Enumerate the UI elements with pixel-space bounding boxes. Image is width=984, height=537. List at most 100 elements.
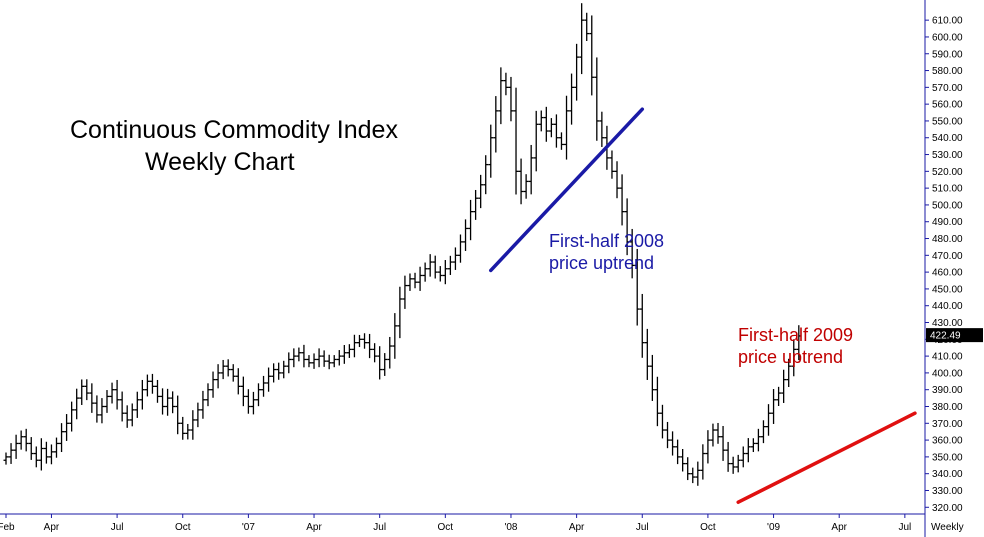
price-bar (149, 373, 155, 394)
y-tick-label: 380.00 (932, 402, 963, 413)
price-bar (639, 293, 645, 358)
x-tick-label: Jul (373, 522, 386, 533)
price-bar (195, 402, 201, 428)
price-bar (518, 158, 524, 205)
price-bar (175, 395, 181, 435)
price-bar (483, 155, 489, 195)
price-bar (493, 96, 499, 153)
annotation-2008-line1: First-half 2008 (549, 231, 665, 251)
y-tick-label: 400.00 (932, 368, 963, 379)
period-label: Weekly (931, 522, 964, 533)
price-bar (33, 446, 39, 468)
y-tick-label: 490.00 (932, 217, 963, 228)
price-bar (245, 389, 251, 414)
price-bar (346, 344, 352, 358)
price-bar (735, 454, 741, 473)
price-bar (579, 3, 585, 75)
y-tick-label: 350.00 (932, 452, 963, 463)
price-bar (18, 430, 24, 450)
price-bar (498, 67, 504, 125)
price-bar (755, 428, 761, 452)
price-bar (412, 272, 418, 289)
price-bar (629, 228, 635, 279)
x-tick-label: Oct (175, 522, 191, 533)
price-bar (255, 383, 261, 407)
plot-background (0, 0, 925, 514)
x-tick-label: Oct (438, 522, 454, 533)
price-bar (533, 110, 539, 172)
x-tick-label: Feb (0, 522, 15, 533)
price-bar (649, 354, 655, 401)
price-bar (745, 438, 751, 463)
price-bar (210, 371, 216, 398)
price-bar (543, 106, 549, 142)
y-tick-label: 600.00 (932, 32, 963, 43)
price-bar (200, 390, 206, 419)
price-bar (508, 76, 514, 122)
price-bar (205, 383, 211, 407)
price-bar (705, 430, 711, 464)
y-tick-label: 360.00 (932, 436, 963, 447)
price-bar (771, 389, 777, 424)
price-bar (215, 364, 221, 389)
price-bar (624, 198, 630, 256)
price-bar (240, 376, 246, 407)
last-price-marker (926, 328, 983, 343)
price-bar (730, 456, 736, 474)
price-bar (619, 174, 625, 226)
price-bar (427, 254, 433, 277)
price-bar (367, 333, 373, 359)
trendline-2008 (489, 107, 645, 273)
price-bar (432, 255, 438, 279)
price-bar (670, 431, 676, 456)
y-tick-label: 450.00 (932, 284, 963, 295)
price-bar (185, 423, 191, 440)
x-tick-label: Apr (569, 522, 585, 533)
price-bar (144, 374, 150, 397)
price-bar (362, 333, 368, 349)
price-bar (271, 363, 277, 383)
y-tick-label: 370.00 (932, 419, 963, 430)
price-bars (3, 3, 802, 486)
y-tick-label: 550.00 (932, 116, 963, 127)
price-bar (316, 348, 322, 368)
price-bar (488, 124, 494, 178)
price-bar (685, 457, 691, 481)
price-bar (392, 313, 398, 359)
price-bar (473, 189, 479, 220)
price-bar (503, 72, 509, 96)
annotation-2009-line2: price uptrend (738, 347, 844, 367)
price-bar (447, 255, 453, 275)
price-bar (422, 262, 428, 282)
price-bar (341, 345, 347, 364)
price-bar (28, 437, 34, 460)
price-bar (109, 382, 115, 404)
price-bar (690, 467, 696, 484)
price-bar (53, 437, 59, 458)
price-bar (69, 401, 75, 432)
y-tick-label: 500.00 (932, 200, 963, 211)
price-bar (38, 438, 44, 471)
y-tick-label: 430.00 (932, 318, 963, 329)
price-bar (170, 391, 176, 414)
price-bar (523, 174, 529, 199)
x-tick-label: Jul (111, 522, 124, 533)
x-tick-label: Apr (306, 522, 322, 533)
price-bar (659, 404, 665, 439)
chart-title-line2: Weekly Chart (145, 148, 295, 176)
chart-title-line1: Continuous Commodity Index (70, 116, 398, 144)
trendline-2009 (736, 411, 917, 504)
y-tick-label: 320.00 (932, 503, 963, 514)
price-bar (457, 234, 463, 263)
x-tick-label: '07 (242, 522, 255, 533)
price-bar (13, 434, 19, 459)
price-bar (750, 438, 756, 453)
price-bar (468, 199, 474, 241)
annotation-2009-uptrend: First-half 2009 price uptrend (738, 324, 853, 368)
price-bar (291, 348, 297, 368)
price-bar (160, 388, 166, 415)
y-tick-label: 470.00 (932, 251, 963, 262)
price-bar (301, 344, 307, 368)
price-bar (377, 346, 383, 380)
